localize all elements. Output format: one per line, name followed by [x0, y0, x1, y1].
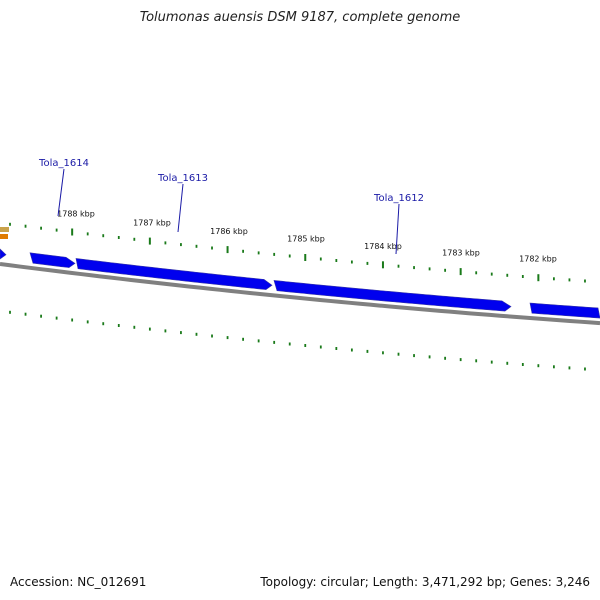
feature-fragments — [0, 227, 9, 239]
gene-fragment-left — [0, 248, 7, 260]
tick-label: 1787 kbp — [133, 218, 171, 227]
tick-label: 1784 kbp — [364, 242, 402, 251]
tick-label: 1785 kbp — [287, 235, 325, 244]
tick-labels: 1788 kbp 1787 kbp 1786 kbp 1785 kbp 1784 kbp… — [57, 210, 557, 264]
gene-tola-1613 — [75, 258, 273, 290]
gene-label: Tola_1613 — [157, 173, 208, 184]
gene-label-leader — [177, 183, 184, 233]
outer-tick-ring — [9, 222, 586, 283]
gene-label-leader — [57, 168, 65, 217]
inner-tick-ring — [9, 310, 586, 371]
gene-label-leader — [395, 203, 400, 255]
tick-label: 1782 kbp — [519, 255, 557, 264]
gene-label: Tola_1612 — [373, 193, 424, 204]
gene-fragment-right — [529, 302, 600, 319]
genome-backbone — [0, 262, 600, 326]
genome-summary-text: Topology: circular; Length: 3,471,292 bp… — [260, 575, 590, 589]
gene-tola-1612 — [273, 280, 512, 312]
gene-label: Tola_1614 — [38, 158, 89, 169]
feature-fragment-orange — [0, 234, 8, 239]
gene-track — [0, 248, 600, 319]
tick-label: 1786 kbp — [210, 227, 248, 236]
tick-label: 1783 kbp — [442, 249, 480, 258]
tick-label: 1788 kbp — [57, 210, 95, 219]
map-title: Tolumonas auensis DSM 9187, complete gen… — [139, 10, 461, 25]
feature-fragment-tan — [0, 227, 9, 232]
gene-labels: Tola_1614 Tola_1613 Tola_1612 — [38, 158, 424, 255]
accession-text: Accession: NC_012691 — [10, 575, 147, 589]
gene-tola-1614 — [29, 252, 76, 268]
